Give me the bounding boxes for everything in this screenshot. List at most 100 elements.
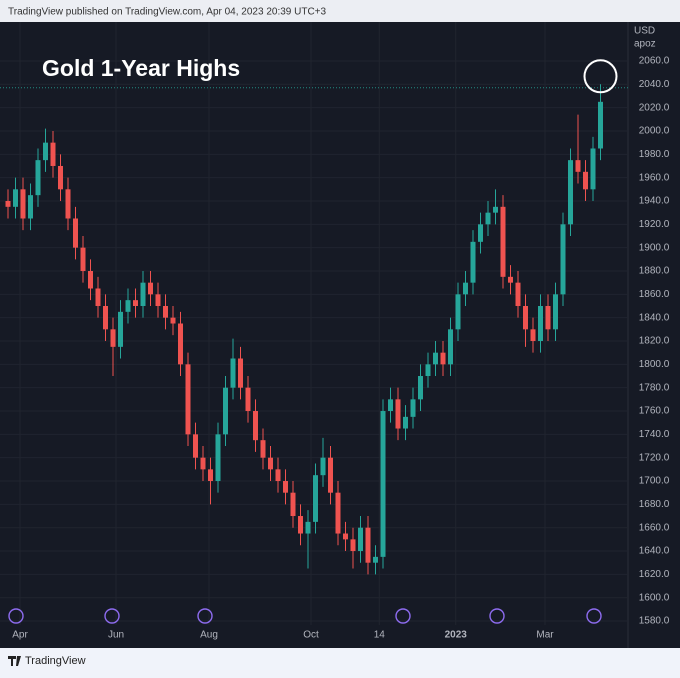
candle-body [575,160,581,172]
y-tick-label: 1740.0 [639,429,670,440]
candle-body [230,358,236,388]
y-tick-label: 1920.0 [639,219,670,230]
header-bar [0,0,680,22]
candle-body [425,364,431,377]
y-tick-label: 1960.0 [639,172,670,183]
currency: USD [634,26,655,37]
candle-body [103,305,108,330]
candle-body [328,457,333,493]
candle-body [5,200,11,207]
candle-body [485,212,491,225]
footer-bar [0,648,680,673]
candle-body [298,516,303,534]
event-marker[interactable] [8,608,24,624]
candle-body [50,142,56,166]
candle-body [560,224,566,295]
candle-body [343,533,348,540]
y-tick-label: 1800.0 [639,359,670,370]
candle-body [380,411,386,557]
y-tick-label: 1620.0 [639,569,670,580]
y-tick-label: 1880.0 [639,266,670,277]
event-marker[interactable] [489,608,505,624]
candle-body [178,323,183,365]
event-marker[interactable] [104,608,120,624]
candle-body [455,294,461,330]
candle-body [163,305,168,318]
candle-body [110,329,116,347]
x-tick-label: Aug [200,630,218,641]
chart-title: Gold 1-Year Highs [42,55,240,81]
event-marker[interactable] [197,608,213,624]
y-tick-label: 1700.0 [639,476,670,487]
candle-body [418,376,423,400]
y-tick-label: 2040.0 [639,79,670,90]
axis-note: apoz [634,39,656,50]
y-tick-label: 1980.0 [639,149,670,160]
candle-body [403,416,408,429]
header: TradingView published on TradingView.com… [8,7,327,18]
candle-body [155,294,161,306]
candle-body [598,101,603,149]
candle-body [478,224,483,242]
y-tick-label: 1900.0 [639,242,670,253]
event-markers [8,608,602,624]
candle-body [508,276,513,283]
candle-body [373,556,378,563]
candle-body [440,352,446,365]
highlight-circle [583,59,618,94]
x-tick-label: Jun [108,630,124,641]
candle-body [95,288,101,306]
candle-body [448,329,453,365]
candle-body [538,305,543,342]
y-tick-label: 1680.0 [639,499,670,510]
x-tick-label: Mar [536,630,554,641]
y-tick-label: 1660.0 [639,522,670,533]
candle-body [523,305,528,330]
candle-body [35,160,41,196]
candle-body [208,469,213,482]
candle-body [350,539,356,552]
event-marker[interactable] [395,608,411,624]
candle-body [88,270,93,289]
candle-body [493,206,498,213]
candle-body [305,521,311,534]
candle-body [545,305,551,330]
candle-body [13,189,18,207]
candle-body [170,317,176,324]
y-tick-label: 1780.0 [639,382,670,393]
y-tick-label: 2000.0 [639,126,670,137]
candle-body [238,358,243,388]
candle-body [410,399,416,417]
candle-body [73,218,78,248]
candle-body [283,481,288,493]
y-tick-label: 1820.0 [639,336,670,347]
y-tick-label: 1580.0 [639,616,670,627]
candle-body [500,206,506,277]
x-tick-label: Oct [303,630,319,641]
candle-body [260,440,266,458]
candle-body [463,282,468,295]
candle-body [365,527,371,563]
candle-body [590,148,596,190]
candle-body [125,300,131,312]
x-tick-label: 2023 [445,630,468,641]
y-tick-label: 1640.0 [639,546,670,557]
candle-body [20,189,26,219]
candle-body [515,282,521,306]
footer-logo [8,656,21,666]
candle-body [320,457,326,476]
y-tick-label: 1600.0 [639,592,670,603]
footer: TradingView [25,655,86,667]
candle-body [395,399,401,429]
candle-body [433,352,438,365]
x-tick-label: 14 [374,630,386,641]
candle-body [200,457,206,470]
candle-body [80,247,86,271]
y-tick-label: 1860.0 [639,289,670,300]
event-marker[interactable] [586,608,602,624]
candle-body [335,492,341,534]
candle-body [133,300,138,306]
candle-body [568,160,573,225]
